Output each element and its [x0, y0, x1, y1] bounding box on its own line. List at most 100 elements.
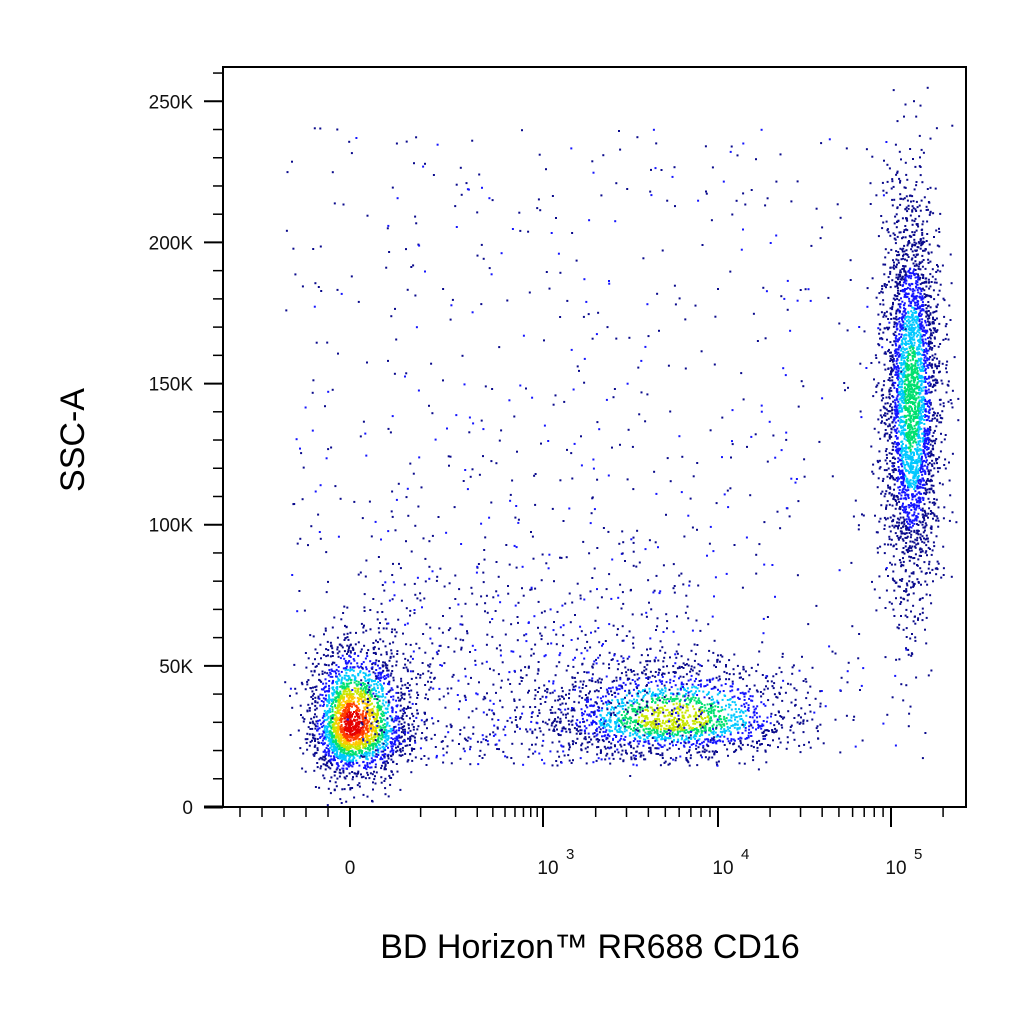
- data-point: [914, 363, 917, 366]
- data-point: [351, 646, 354, 649]
- data-point: [701, 718, 704, 721]
- data-point: [328, 708, 331, 711]
- data-point: [362, 753, 365, 756]
- data-point: [612, 738, 614, 741]
- data-point: [905, 409, 908, 411]
- data-point: [701, 706, 704, 708]
- data-point: [677, 738, 680, 741]
- data-point: [757, 663, 759, 666]
- data-point: [301, 683, 304, 686]
- data-point: [654, 718, 656, 721]
- data-point: [356, 662, 359, 665]
- data-point: [790, 724, 793, 727]
- data-point: [369, 747, 372, 750]
- data-point: [345, 682, 348, 685]
- data-point: [374, 742, 377, 745]
- data-point: [386, 707, 389, 710]
- data-point: [361, 726, 364, 729]
- data-point: [340, 670, 343, 673]
- data-point: [710, 709, 713, 712]
- data-point: [711, 725, 714, 728]
- data-point: [336, 750, 339, 753]
- data-point: [725, 704, 727, 707]
- data-point: [322, 774, 325, 777]
- data-point: [653, 660, 656, 663]
- data-point: [682, 722, 685, 725]
- data-point: [392, 698, 395, 701]
- data-point: [308, 744, 311, 747]
- data-point: [326, 718, 329, 721]
- data-point: [381, 687, 384, 690]
- data-point: [315, 751, 318, 754]
- data-point: [638, 740, 641, 743]
- data-point: [353, 752, 356, 755]
- data-point: [351, 714, 354, 716]
- data-point: [339, 692, 342, 695]
- data-point: [770, 680, 773, 683]
- data-point: [885, 448, 888, 450]
- data-point: [382, 712, 385, 715]
- data-point: [639, 736, 642, 739]
- data-point: [573, 700, 576, 703]
- data-point: [346, 632, 349, 635]
- data-point: [671, 729, 674, 732]
- data-point: [368, 754, 371, 757]
- data-point: [587, 698, 590, 701]
- data-point: [554, 699, 557, 702]
- data-point: [644, 717, 647, 720]
- data-point: [933, 503, 936, 506]
- data-point: [339, 719, 342, 722]
- data-point: [604, 695, 607, 698]
- data-point: [650, 725, 653, 728]
- data-point: [364, 752, 367, 754]
- data-point: [330, 776, 333, 779]
- data-point: [611, 699, 614, 702]
- data-point: [695, 672, 698, 675]
- data-point: [328, 722, 331, 725]
- data-point: [909, 214, 912, 217]
- data-point: [344, 723, 347, 725]
- data-point: [555, 665, 558, 668]
- data-point: [929, 594, 932, 597]
- data-point: [719, 690, 722, 693]
- data-point: [746, 743, 749, 746]
- data-point: [336, 706, 339, 708]
- data-point: [620, 672, 623, 675]
- data-point: [656, 736, 659, 739]
- data-point: [647, 654, 649, 657]
- data-point: [583, 730, 586, 733]
- data-point: [363, 696, 365, 699]
- data-point: [740, 704, 743, 707]
- data-point: [373, 705, 376, 708]
- data-point: [738, 715, 741, 718]
- data-point: [926, 352, 929, 355]
- data-point: [344, 669, 347, 672]
- data-point: [658, 743, 661, 746]
- data-point: [778, 693, 781, 695]
- data-point: [781, 699, 784, 702]
- data-point: [559, 703, 562, 706]
- data-point: [335, 712, 338, 714]
- data-point: [313, 769, 316, 772]
- data-point: [333, 689, 336, 692]
- data-point: [320, 757, 323, 760]
- data-point: [720, 706, 723, 709]
- data-point: [839, 751, 842, 754]
- data-point: [904, 545, 907, 548]
- data-point: [879, 337, 881, 340]
- data-point: [720, 721, 723, 723]
- data-point: [354, 723, 357, 726]
- data-point: [756, 749, 759, 752]
- data-point: [341, 712, 344, 715]
- data-point: [337, 698, 340, 701]
- data-point: [387, 757, 390, 760]
- data-point: [663, 705, 666, 707]
- data-point: [368, 762, 371, 765]
- data-point: [330, 698, 332, 701]
- data-point: [369, 697, 372, 700]
- data-point: [652, 694, 655, 697]
- data-point: [917, 225, 920, 228]
- data-point: [324, 738, 327, 741]
- data-point: [332, 714, 335, 717]
- data-point: [364, 693, 366, 696]
